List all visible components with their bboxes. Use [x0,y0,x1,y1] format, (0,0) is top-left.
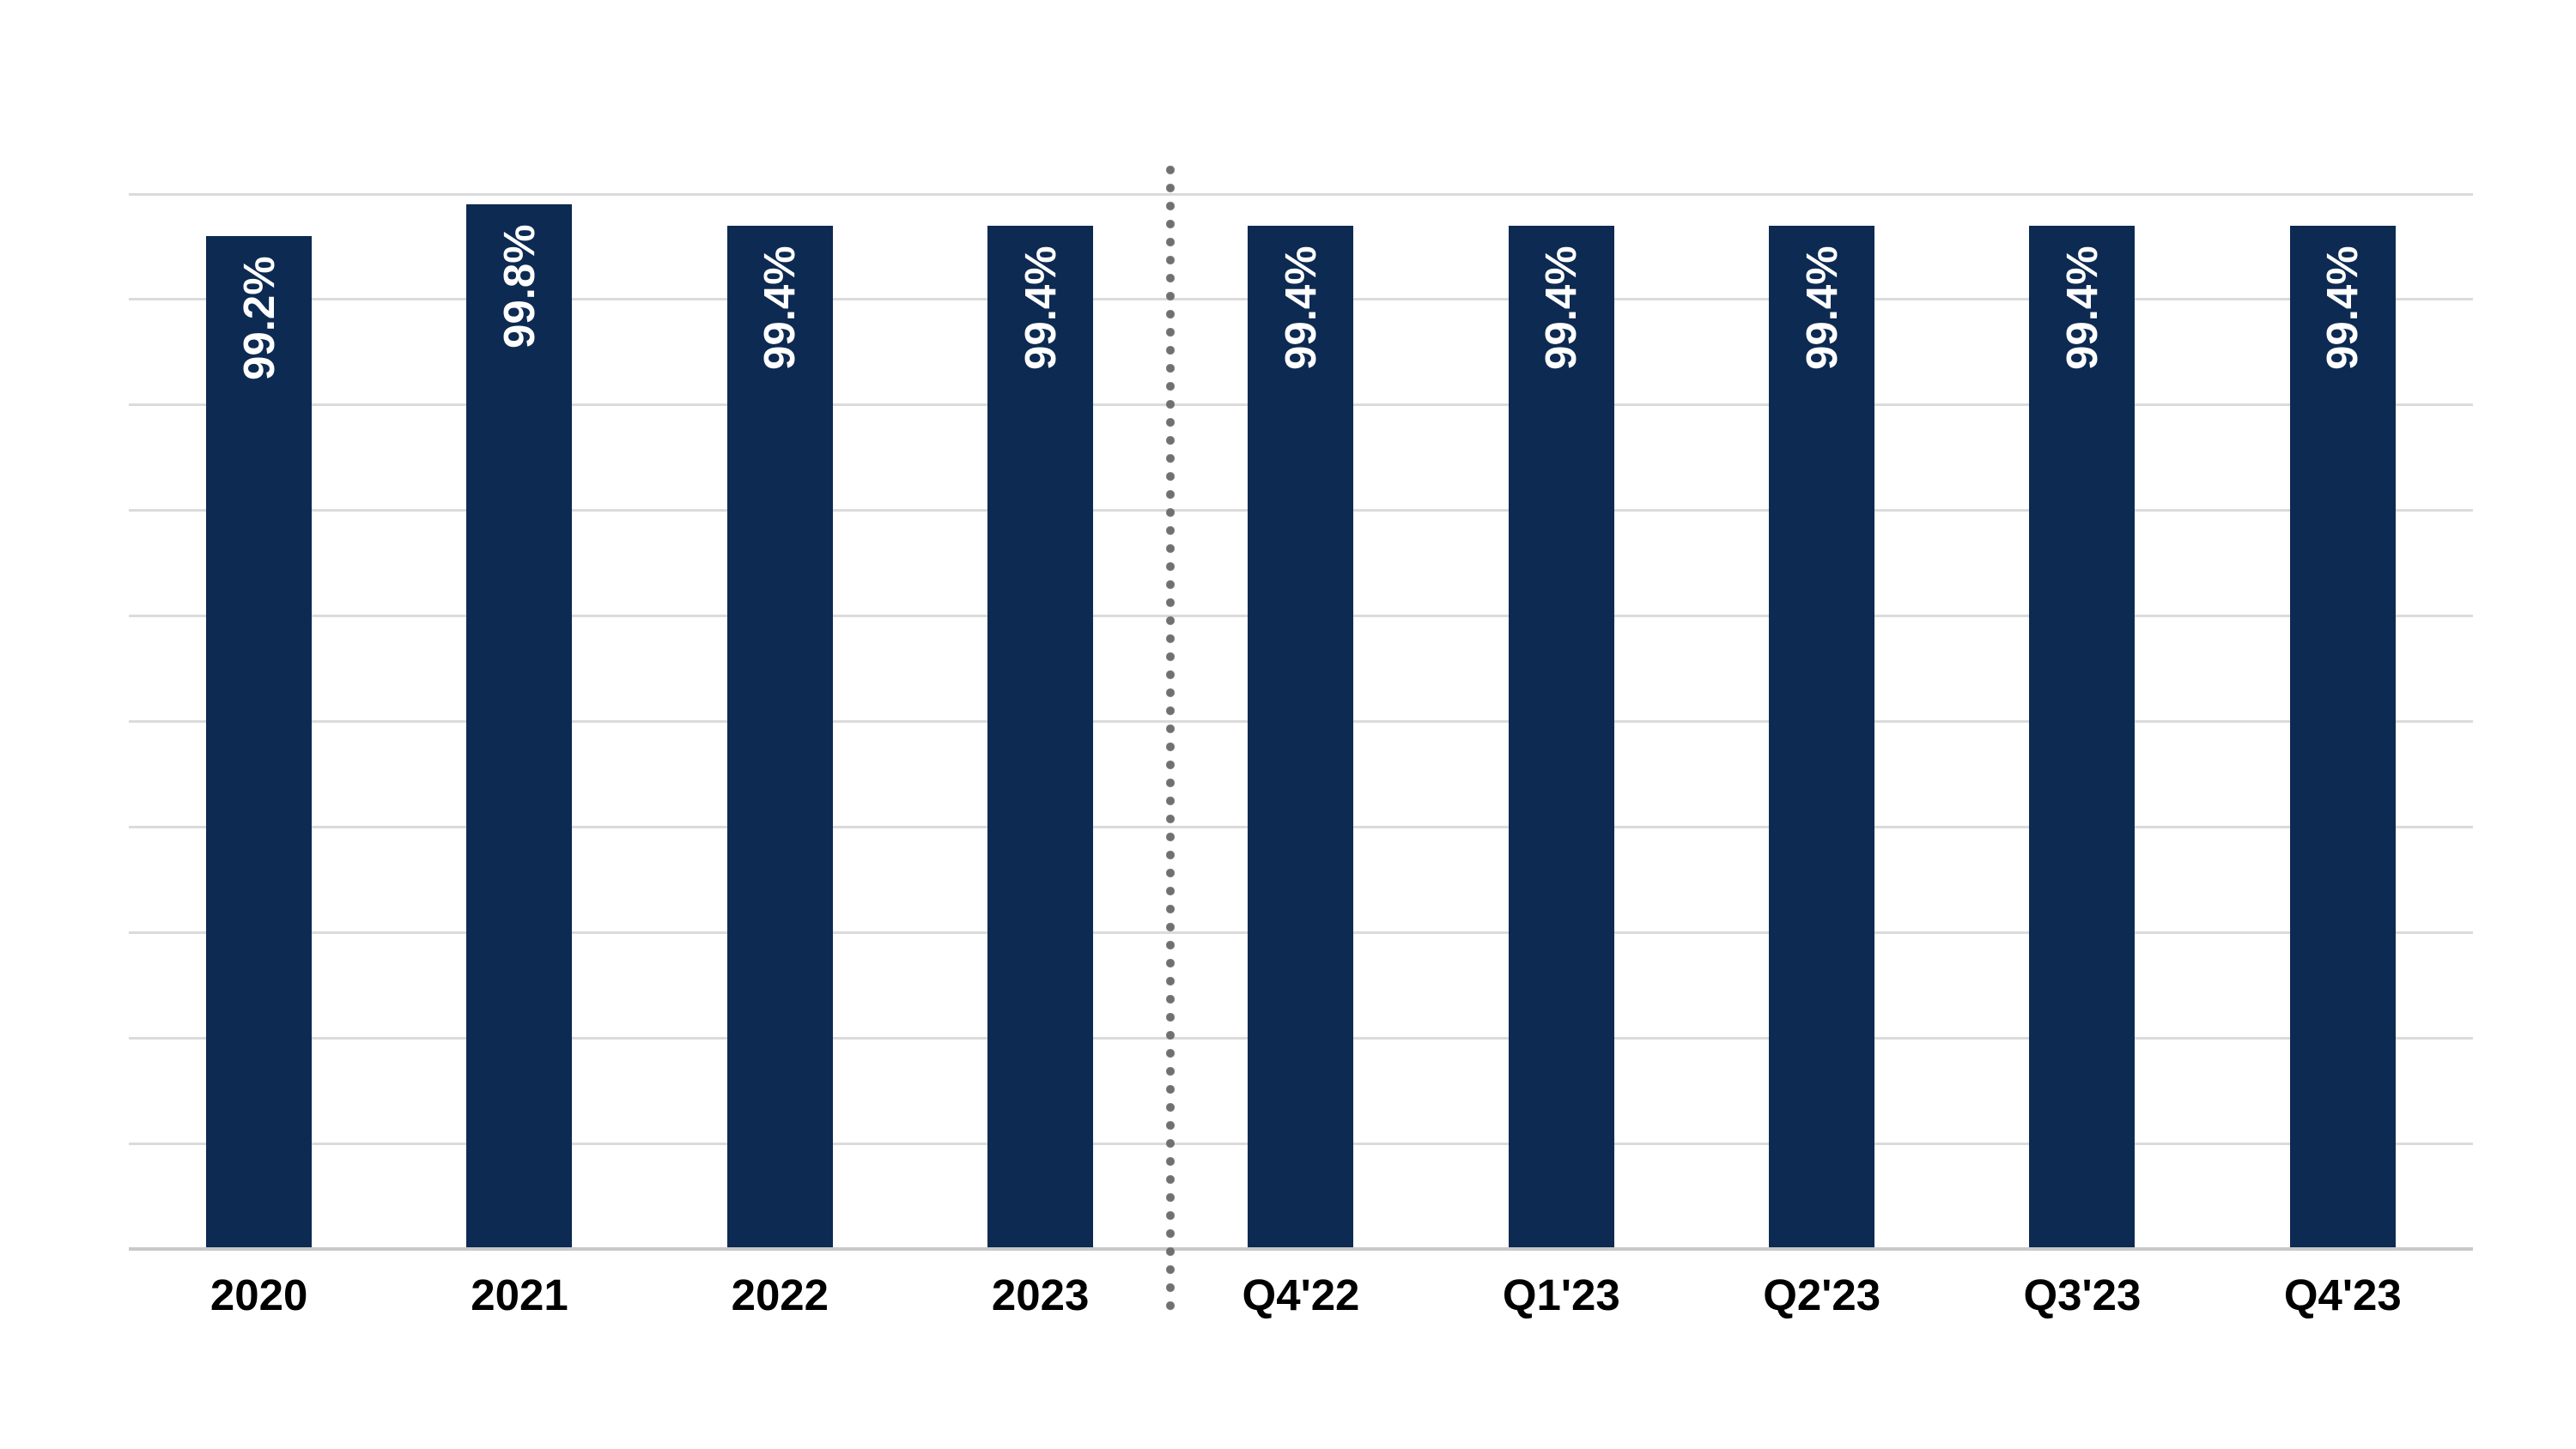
bars-layer: 99.2% 99.8% 99.4% 99.4% 99.4% 99.4% 99.4… [129,194,2473,1249]
data-bar[interactable]: 99.4% [2029,225,2136,1249]
x-axis-tick-label: 2023 [991,1270,1090,1319]
x-axis-tick-label: Q4'22 [1242,1270,1360,1319]
bar-slot: 99.4% [1170,194,1431,1249]
y-gridline [129,192,2473,196]
bar-value-label: 99.4% [2318,246,2367,370]
bar-value-label: 99.8% [494,224,544,349]
plot-area: 99.2% 99.8% 99.4% 99.4% 99.4% 99.4% 99.4… [129,192,2473,1251]
data-bar[interactable]: 99.8% [466,204,573,1249]
x-axis-line [129,1247,2473,1251]
bar-value-label: 99.2% [234,256,283,381]
data-bar[interactable]: 99.4% [1248,225,1354,1249]
x-axis-tick-label: 2020 [210,1270,308,1319]
x-axis-tick-label: 2022 [731,1270,829,1319]
x-axis-tick-label: Q4'23 [2283,1270,2402,1319]
data-bar[interactable]: 99.4% [987,225,1094,1249]
x-axis-labels-row: 2020 2021 2022 2023 Q4'22 Q1'23 Q2'23 Q3'23 Q4'2… [129,1272,2473,1319]
bar-slot: 99.8% [389,194,649,1249]
x-axis-tick-label: 2021 [471,1270,568,1319]
data-bar[interactable]: 99.4% [1769,225,1875,1249]
bar-slot: 99.2% [129,194,389,1249]
x-axis-tick-label: Q2'23 [1763,1270,1881,1319]
data-bar[interactable]: 99.4% [726,225,833,1249]
data-bar[interactable]: 99.4% [2289,225,2396,1249]
bar-slot: 99.4% [650,194,910,1249]
bar-value-label: 99.4% [1015,246,1065,370]
bar-value-label: 99.4% [1536,246,1586,370]
bar-value-label: 99.4% [2057,246,2106,370]
bar-slot: 99.4% [2213,194,2473,1249]
bar-slot: 99.4% [1431,194,1692,1249]
x-axis-tick-label: Q3'23 [2023,1270,2142,1319]
bar-slot: 99.4% [910,194,1170,1249]
bar-slot: 99.4% [1692,194,1952,1249]
bar-value-label: 99.4% [755,246,805,370]
period-divider-dotted-line [1166,166,1176,1313]
data-bar[interactable]: 99.4% [1508,225,1614,1249]
bar-value-label: 99.4% [1275,246,1325,370]
bar-value-label: 99.4% [1796,246,1846,370]
bar-slot: 99.4% [1952,194,2212,1249]
data-bar[interactable]: 99.2% [206,236,313,1249]
x-axis-tick-label: Q1'23 [1502,1270,1620,1319]
